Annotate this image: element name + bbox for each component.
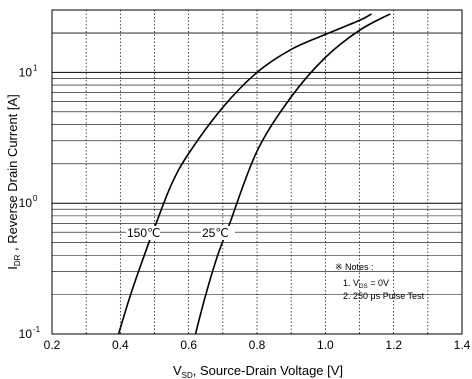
notes-line-2: 2. 250 μs Pulse Test xyxy=(343,291,425,301)
series-label-bg xyxy=(126,226,160,240)
plot-frame xyxy=(51,9,463,335)
notes-box: ※ Notes : 1. VGS = 0V 2. 250 μs Pulse Te… xyxy=(335,262,425,301)
series-label: 150℃ xyxy=(127,226,161,240)
y-tick-label: 10 xyxy=(19,196,33,210)
series-line xyxy=(117,13,372,335)
x-tick-label: 1.4 xyxy=(454,338,471,352)
series-line xyxy=(194,13,391,335)
notes-title: ※ Notes : xyxy=(335,262,374,272)
x-tick-label: 0.4 xyxy=(112,338,129,352)
y-tick-label: 10 xyxy=(19,327,33,341)
x-tick-label: 1.0 xyxy=(317,338,334,352)
x-axis-label: VSD, Source-Drain Voltage [V] xyxy=(173,363,343,379)
x-tick-label: 0.8 xyxy=(249,338,266,352)
grid xyxy=(52,10,462,334)
series-label-bg xyxy=(201,226,235,240)
series-labels: 150℃ 25℃ xyxy=(126,226,235,240)
series-lines xyxy=(117,13,391,335)
x-tick-label: 0.2 xyxy=(44,338,61,352)
y-tick-label: 10 xyxy=(19,65,33,79)
x-tick-labels: 0.2 0.4 0.6 0.8 1.0 1.2 1.4 xyxy=(44,338,471,352)
notes-line-1: 1. VGS = 0V xyxy=(343,278,389,290)
y-tick-exponent: 0 xyxy=(33,194,38,203)
y-axis-label: IDR , Reverse Drain Current [A] xyxy=(5,94,22,270)
y-tick-exponent: 1 xyxy=(33,63,38,72)
x-tick-label: 0.6 xyxy=(180,338,197,352)
y-tick-exponent: -1 xyxy=(33,325,41,334)
series-label: 25℃ xyxy=(202,226,229,240)
x-tick-label: 1.2 xyxy=(385,338,402,352)
